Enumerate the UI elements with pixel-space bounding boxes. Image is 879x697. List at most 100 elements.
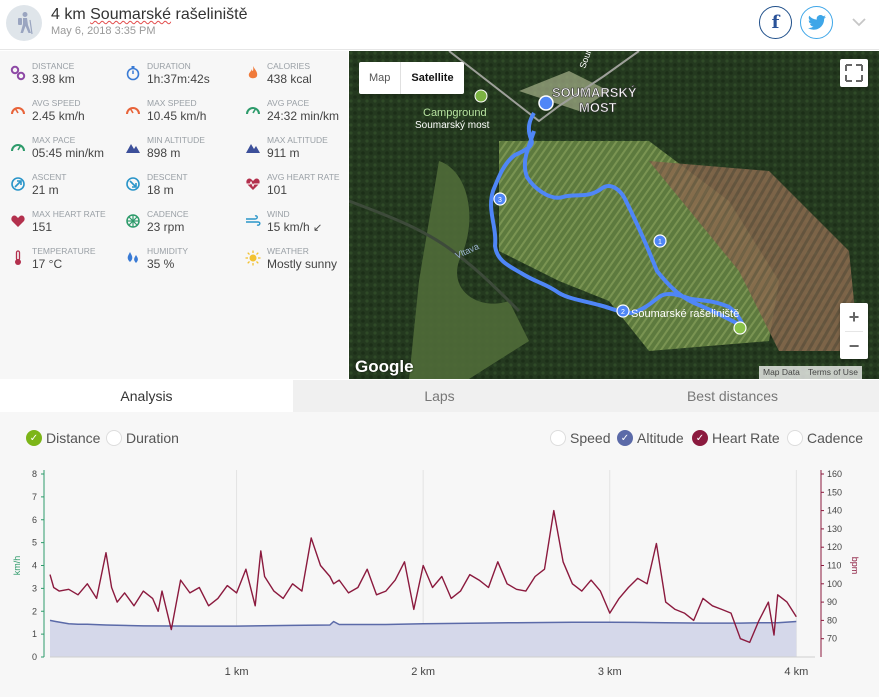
- stat-max-speed: MAX SPEED 10.45 km/h: [125, 98, 237, 132]
- map-data-link[interactable]: Map Data: [763, 367, 800, 377]
- checkmark-icon: ✓: [617, 430, 633, 446]
- stat-value: 898 m: [147, 146, 181, 160]
- right-tick-label: 150: [827, 487, 842, 497]
- map-marker-2[interactable]: 2: [621, 309, 625, 316]
- stat-distance: DISTANCE 3.98 km: [10, 61, 122, 95]
- stopwatch-icon: [125, 65, 141, 81]
- stat-value: 15 km/h ↙: [267, 220, 323, 234]
- route-map[interactable]: 1 2 3 SOUMARSKÝ MOST Campground Soumarsk…: [349, 51, 879, 379]
- start-pin-icon[interactable]: [538, 95, 554, 111]
- tab-laps[interactable]: Laps: [293, 380, 586, 412]
- stat-value: 151: [32, 220, 53, 234]
- distance-icon: [10, 65, 26, 81]
- bog-label: Soumarské rašeliniště: [631, 308, 739, 320]
- twitter-share-button[interactable]: [800, 6, 833, 39]
- stat-value: 1h:37m:42s: [147, 72, 210, 86]
- pace-icon: [10, 139, 26, 155]
- option-duration[interactable]: Duration: [106, 430, 179, 446]
- analysis-chart[interactable]: 0 1 2 3 4 5 6 7 8 70 80 90 100 110 120 130 140 150 160 km/h…: [0, 412, 879, 697]
- stat-avg-pace: AVG PACE 24:32 min/km: [245, 98, 357, 132]
- descent-icon: [125, 176, 141, 192]
- stat-label: AVG PACE: [267, 98, 310, 108]
- twitter-icon: [807, 15, 826, 30]
- map-attribution: Map Data Terms of Use: [759, 366, 862, 379]
- satellite-map[interactable]: 1 2 3 SOUMARSKÝ MOST Campground Soumarsk…: [349, 51, 879, 379]
- heart-rate-line: [49, 509, 797, 644]
- option-speed[interactable]: Speed: [550, 430, 610, 446]
- right-tick-label: 100: [827, 579, 842, 589]
- stat-label: DESCENT: [147, 172, 188, 182]
- title-name-main: Soumarské: [90, 6, 172, 23]
- ascent-icon: [10, 176, 26, 192]
- stat-value: 911 m: [267, 146, 300, 160]
- right-tick-label: 70: [827, 634, 837, 644]
- right-tick-label: 80: [827, 615, 837, 625]
- stat-label: MAX PACE: [32, 135, 76, 145]
- radio-icon: [106, 430, 122, 446]
- place-label-most: MOST: [579, 100, 617, 115]
- checkmark-icon: ✓: [26, 430, 42, 446]
- title-distance: 4 km: [51, 6, 91, 23]
- tab-best-distances[interactable]: Best distances: [586, 380, 879, 412]
- right-tick-label: 140: [827, 506, 842, 516]
- stat-value: Mostly sunny: [267, 257, 338, 271]
- stat-label: ASCENT: [32, 172, 67, 182]
- finish-hiker-icon[interactable]: [733, 321, 747, 335]
- chevron-down-icon[interactable]: [852, 14, 866, 30]
- stat-label: WEATHER: [267, 246, 309, 256]
- stat-label: CALORIES: [267, 61, 310, 71]
- map-type-map-button[interactable]: Map: [369, 72, 391, 84]
- mountain-icon: [125, 139, 141, 155]
- x-tick-label: 4 km: [784, 666, 808, 678]
- speedometer-icon: [10, 102, 26, 118]
- x-tick-label: 2 km: [411, 666, 435, 678]
- zoom-in-button[interactable]: +: [848, 307, 860, 327]
- title-name-rest: rašeliniště: [171, 6, 248, 23]
- analysis-tabs: Analysis Laps Best distances: [0, 380, 879, 412]
- right-tick-label: 120: [827, 542, 842, 552]
- option-distance[interactable]: ✓ Distance: [26, 430, 100, 446]
- stat-max-altitude: MAX ALTITUDE 911 m: [245, 135, 357, 169]
- x-tick-label: 3 km: [598, 666, 622, 678]
- map-type-satellite-button[interactable]: Satellite: [400, 62, 463, 94]
- map-marker-1[interactable]: 1: [658, 239, 662, 246]
- terms-of-use-link[interactable]: Terms of Use: [807, 367, 858, 377]
- wind-icon: [245, 213, 261, 229]
- stat-value: 17 °C: [32, 257, 63, 271]
- stat-cadence: CADENCE 23 rpm: [125, 209, 237, 243]
- stat-label: MIN ALTITUDE: [147, 135, 205, 145]
- fullscreen-button[interactable]: [840, 59, 868, 87]
- route-line: [489, 111, 746, 329]
- radio-icon: [550, 430, 566, 446]
- stat-label: CADENCE: [147, 209, 189, 219]
- option-label: Heart Rate: [712, 430, 780, 446]
- right-tick-label: 110: [827, 561, 841, 571]
- facebook-share-button[interactable]: f: [759, 6, 792, 39]
- stat-value: 23 rpm: [147, 220, 185, 234]
- wind-direction-arrow-icon: ↙: [313, 222, 323, 234]
- stat-descent: DESCENT 18 m: [125, 172, 237, 206]
- stat-value: 24:32 min/km: [267, 109, 340, 123]
- stat-max-heart-rate: MAX HEART RATE 151: [10, 209, 122, 243]
- altitude-area: [50, 620, 797, 657]
- right-axis-title: bpm: [850, 557, 860, 575]
- zoom-out-button[interactable]: −: [848, 336, 860, 356]
- altitude-line: [49, 619, 797, 627]
- option-cadence[interactable]: Cadence: [787, 430, 863, 446]
- map-type-control: Map Satellite: [359, 62, 464, 94]
- stat-label: WIND: [267, 209, 290, 219]
- stat-label: AVG SPEED: [32, 98, 81, 108]
- radio-icon: [787, 430, 803, 446]
- hiker-icon: [18, 12, 33, 35]
- left-tick-label: 6: [32, 515, 37, 525]
- option-heart-rate[interactable]: ✓ Heart Rate: [692, 430, 780, 446]
- tab-analysis[interactable]: Analysis: [0, 380, 293, 412]
- stat-value: 10.45 km/h: [147, 109, 207, 123]
- left-tick-label: 7: [32, 492, 37, 502]
- map-marker-3[interactable]: 3: [498, 197, 502, 204]
- activity-date: May 6, 2018 3:35 PM: [51, 25, 156, 37]
- stat-value: 21 m: [32, 183, 59, 197]
- speedometer-icon: [125, 102, 141, 118]
- option-altitude[interactable]: ✓ Altitude: [617, 430, 684, 446]
- fullscreen-icon: [845, 64, 863, 82]
